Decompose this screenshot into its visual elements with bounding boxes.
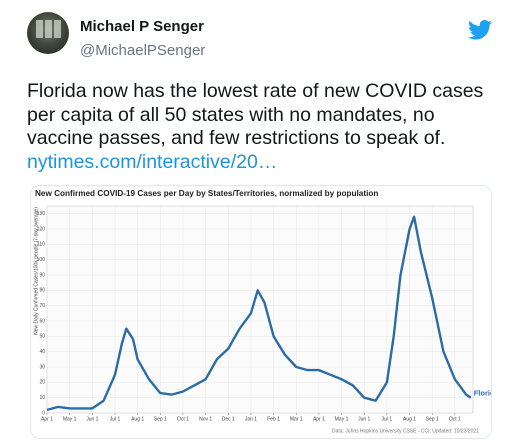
y-tick-label: 90 <box>39 272 45 278</box>
x-tick-label: Jan 1 <box>245 416 257 422</box>
x-tick-label: Aug 1 <box>403 416 416 422</box>
series-line <box>46 215 472 412</box>
source-note: Data: Johns Hopkins University CSSE - CC… <box>332 428 479 434</box>
y-tick-label: 110 <box>37 242 45 248</box>
tweet-text-line: vaccine passes, and few restrictions to … <box>27 127 446 149</box>
x-tick-label: Nov 1 <box>199 416 212 422</box>
tweet-text: Florida now has the lowest rate of new C… <box>27 80 483 174</box>
y-tick-label: 120 <box>37 226 46 232</box>
y-tick-label: 70 <box>39 303 45 309</box>
chart-title: New Confirmed COVID-19 Cases per Day by … <box>35 189 378 198</box>
twitter-logo[interactable] <box>468 20 492 40</box>
media-card[interactable]: New Confirmed COVID-19 Cases per Day by … <box>30 185 492 439</box>
x-tick-label: May 1 <box>335 416 349 422</box>
y-tick-label: 20 <box>39 380 45 386</box>
series-label: Florida <box>474 389 491 398</box>
y-tick-label: 40 <box>39 349 45 355</box>
y-tick-label: 60 <box>39 318 45 324</box>
y-tick-label: 30 <box>39 364 45 370</box>
tweet-text-line: Florida now has the lowest rate of new C… <box>27 80 484 102</box>
y-tick-label: 130 <box>37 211 46 217</box>
x-tick-label: Sep 1 <box>426 416 439 422</box>
author-name[interactable]: Michael P Senger <box>80 18 204 35</box>
x-tick-label: Jun 1 <box>358 416 370 422</box>
y-tick-label: 0 <box>42 410 45 416</box>
x-tick-label: Jun 1 <box>86 416 98 422</box>
plot-area <box>46 205 474 414</box>
x-tick-label: Jul 1 <box>382 416 393 422</box>
y-tick-label: 100 <box>37 257 46 263</box>
x-tick-label: Dec 1 <box>222 416 235 422</box>
tweet-link[interactable]: nytimes.com/interactive/20… <box>27 150 278 173</box>
chart: New Confirmed COVID-19 Cases per Day by … <box>33 189 491 434</box>
x-tick-label: Apr 1 <box>313 416 325 422</box>
y-tick-label: 80 <box>39 288 45 294</box>
y-tick-label: 50 <box>39 334 45 340</box>
x-tick-label: Feb 1 <box>267 416 280 422</box>
y-tick-label: 10 <box>39 395 45 401</box>
author-handle[interactable]: @MichaelPSenger <box>80 42 206 59</box>
x-tick-label: Sep 1 <box>154 416 167 422</box>
x-tick-label: May 1 <box>63 416 77 422</box>
x-tick-label: Aug 1 <box>131 416 144 422</box>
y-axis-label: New Daily Confirmed Cases/100k people (7… <box>33 207 39 335</box>
x-tick-label: Oct 1 <box>449 416 461 422</box>
x-tick-label: Oct 1 <box>177 416 189 422</box>
tweet-text-line: per capita of all 50 states with no mand… <box>27 103 435 126</box>
x-tick-label: Mar 1 <box>290 416 303 422</box>
x-tick-label: Jul 1 <box>110 416 121 422</box>
avatar[interactable] <box>27 12 69 54</box>
x-tick-label: Apr 1 <box>41 416 53 422</box>
